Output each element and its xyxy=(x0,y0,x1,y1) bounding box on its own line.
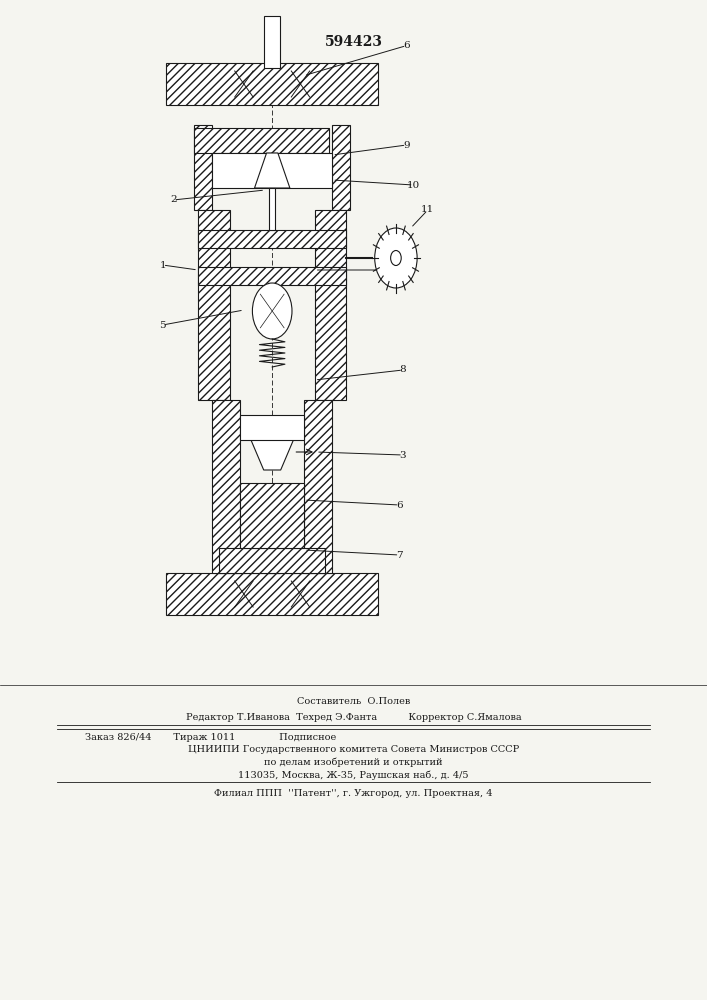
Text: 9: 9 xyxy=(403,140,410,149)
Circle shape xyxy=(375,228,417,288)
Text: 594423: 594423 xyxy=(325,35,382,49)
Text: 4: 4 xyxy=(396,265,403,274)
Text: ЦНИИПИ Государственного комитета Совета Министров СССР: ЦНИИПИ Государственного комитета Совета … xyxy=(188,746,519,754)
Polygon shape xyxy=(251,440,293,470)
Bar xyxy=(332,125,350,210)
Bar xyxy=(304,400,332,573)
Text: Заказ 826/44       Тираж 1011              Подписное: Заказ 826/44 Тираж 1011 Подписное xyxy=(85,732,336,742)
Bar xyxy=(264,523,280,573)
Text: 8: 8 xyxy=(399,365,407,374)
Bar xyxy=(212,400,240,573)
Bar xyxy=(198,230,346,248)
Text: 3: 3 xyxy=(399,450,407,460)
Text: 10: 10 xyxy=(407,180,420,190)
Bar xyxy=(166,63,378,105)
Circle shape xyxy=(252,283,292,339)
Bar xyxy=(219,548,325,573)
Text: 6: 6 xyxy=(396,500,403,510)
Bar xyxy=(212,153,332,188)
Text: Редактор Т.Иванова  Техред Э.Фанта          Корректор С.Ямалова: Редактор Т.Иванова Техред Э.Фанта Коррек… xyxy=(186,712,521,722)
Bar xyxy=(269,188,275,230)
Text: Филиал ППП  ''Патент'', г. Ужгород, ул. Проектная, 4: Филиал ППП ''Патент'', г. Ужгород, ул. П… xyxy=(214,790,493,798)
Text: 1: 1 xyxy=(159,260,166,269)
Text: Составитель  О.Полев: Составитель О.Полев xyxy=(297,698,410,706)
Text: 11: 11 xyxy=(421,206,434,215)
Text: по делам изобретений и открытий: по делам изобретений и открытий xyxy=(264,757,443,767)
Bar xyxy=(315,210,346,400)
Bar xyxy=(198,267,346,285)
Text: 5: 5 xyxy=(159,320,166,330)
Text: 2: 2 xyxy=(170,196,177,205)
Bar xyxy=(198,210,230,400)
Bar xyxy=(240,483,304,548)
Bar xyxy=(194,128,329,153)
Text: 6: 6 xyxy=(403,41,410,50)
Bar xyxy=(240,415,304,440)
Polygon shape xyxy=(255,153,290,188)
Text: 7: 7 xyxy=(396,550,403,560)
Bar xyxy=(194,125,212,210)
Circle shape xyxy=(390,250,402,265)
Bar xyxy=(264,16,280,68)
Bar xyxy=(166,573,378,615)
Text: 113035, Москва, Ж-35, Раушская наб., д. 4/5: 113035, Москва, Ж-35, Раушская наб., д. … xyxy=(238,770,469,780)
